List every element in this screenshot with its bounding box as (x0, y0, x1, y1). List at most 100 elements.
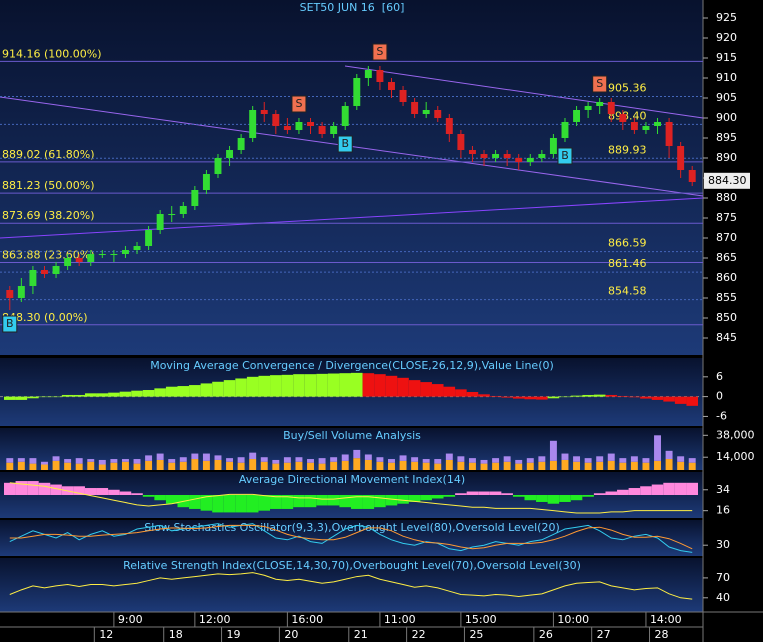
volume-bar (573, 461, 581, 470)
candle-body (399, 90, 407, 102)
candle-body (457, 134, 465, 150)
volume-bar (307, 459, 314, 463)
macd-bar (189, 385, 201, 397)
y-tick-label: 14,000 (716, 450, 755, 463)
volume-bar (17, 461, 25, 470)
volume-bar (654, 435, 661, 461)
di-bar (351, 495, 363, 509)
volume-bar (110, 462, 118, 470)
volume-bar (434, 459, 442, 464)
di-bar (327, 495, 340, 506)
y-tick-label: 890 (716, 151, 737, 164)
volume-bar (422, 459, 430, 463)
macd-bar (223, 380, 236, 397)
di-bar (501, 493, 513, 495)
candle-body (341, 106, 349, 126)
candle-body (156, 214, 164, 230)
volume-bar (214, 459, 222, 470)
series-line (9, 524, 693, 550)
signal-box (372, 43, 388, 61)
volume-bar (41, 461, 48, 465)
volume-bar (52, 456, 60, 461)
volume-bar (318, 458, 326, 464)
di-bar (27, 481, 39, 495)
volume-bar (295, 457, 303, 462)
volume-bar (549, 460, 557, 470)
volume-bar (121, 459, 129, 462)
candle-body (249, 110, 257, 138)
candle-body (168, 214, 176, 215)
series-line (9, 523, 693, 553)
volume-bar (619, 458, 627, 463)
di-bar (84, 488, 97, 495)
macd-bar (165, 386, 178, 397)
macd-bar (512, 396, 525, 399)
volume-bar (654, 460, 661, 470)
macd-bar (617, 395, 629, 397)
di-bar (466, 491, 479, 495)
candle-body (179, 206, 187, 214)
volume-bar (468, 458, 476, 463)
fib-label: 914.16 (100.00%) (2, 47, 102, 60)
trend-line (0, 197, 704, 239)
volume-bar (503, 461, 511, 470)
date-label: 18 (169, 628, 183, 641)
volume-bar (168, 462, 176, 470)
volume-bar (677, 461, 685, 470)
macd-bar (663, 396, 675, 402)
volume-bar (156, 459, 164, 470)
level-label: 866.59 (608, 237, 647, 250)
y-tick-label: 845 (716, 331, 737, 344)
volume-bar (87, 461, 95, 470)
di-bar (362, 495, 375, 509)
macd-bar (235, 378, 247, 397)
volume-bar (145, 455, 153, 461)
di-bar (200, 495, 213, 511)
candle-body (445, 118, 453, 134)
di-bar (593, 493, 606, 495)
volume-bar (480, 463, 488, 470)
di-bar (489, 491, 502, 495)
fib-label: 889.02 (61.80%) (2, 148, 95, 161)
volume-bar (341, 460, 349, 470)
y-tick-label: 70 (716, 571, 730, 584)
volume-bar (260, 461, 268, 470)
macd-bar (281, 374, 294, 397)
volume-bar (330, 457, 338, 462)
x-tick-label: 11:00 (384, 613, 416, 626)
di-bar (674, 482, 687, 495)
macd-bar (212, 381, 224, 397)
macd-bar (142, 390, 155, 397)
volume-bar (573, 456, 581, 462)
macd-bar (559, 396, 571, 398)
macd-bar (108, 392, 120, 397)
volume-bar (202, 453, 210, 461)
volume-bar (457, 461, 465, 470)
di-bar (397, 495, 409, 504)
last-price-box (704, 172, 750, 189)
di-bar (73, 486, 85, 495)
candle-body (191, 190, 199, 206)
di-bar (582, 495, 594, 497)
level-label: 861.46 (608, 257, 647, 270)
candle-body (283, 126, 291, 130)
macd-bar (304, 374, 317, 397)
volume-bar (29, 458, 37, 464)
di-bar (165, 495, 178, 504)
di-bar (304, 495, 317, 508)
y-tick-label: 910 (716, 71, 737, 84)
di-bar (189, 495, 201, 509)
volume-bar (584, 462, 592, 470)
candle-body (41, 270, 48, 274)
di-bar (570, 495, 583, 501)
signal-label: B (561, 149, 569, 162)
candle-body (492, 154, 500, 158)
x-tick-label: 15:00 (465, 613, 497, 626)
candle-body (468, 150, 476, 154)
y-tick-label: 16 (716, 504, 730, 517)
candle-body (237, 138, 245, 150)
macd-bar (536, 396, 548, 400)
di-bar (455, 493, 467, 495)
candle-body (388, 82, 395, 90)
